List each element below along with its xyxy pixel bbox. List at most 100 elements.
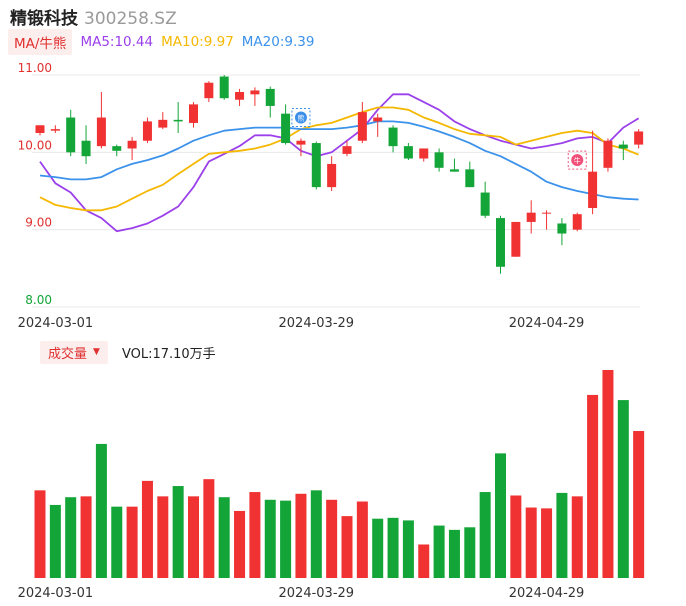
candle-body <box>557 223 567 234</box>
volume-bar <box>141 480 153 578</box>
candle <box>373 113 383 137</box>
candle <box>219 75 229 100</box>
y-tick-label: 10.00 <box>18 138 52 152</box>
candle <box>634 129 644 149</box>
candle <box>311 141 321 190</box>
candle <box>603 138 613 172</box>
candle-body <box>158 119 168 128</box>
volume-bar <box>356 501 368 578</box>
volume-bar <box>525 507 537 578</box>
candle <box>342 140 352 157</box>
candle-body <box>204 82 214 99</box>
candle-body <box>480 192 490 216</box>
candle <box>127 136 137 161</box>
volume-bar <box>264 499 276 578</box>
candle <box>173 102 183 133</box>
x-tick-label: 2024-03-01 <box>18 316 94 331</box>
candle <box>142 117 152 144</box>
signal-markers: 熊牛 <box>291 108 587 170</box>
candle-body <box>342 146 352 154</box>
volume-bar <box>341 516 353 578</box>
candle-body <box>250 90 260 95</box>
volume-bar <box>80 496 92 578</box>
candle-body <box>603 140 613 168</box>
candle-body <box>50 129 60 131</box>
volume-bar <box>111 506 123 578</box>
volume-bar <box>387 517 399 578</box>
candle <box>235 88 245 106</box>
candle <box>511 221 521 257</box>
x-tick-label: 2024-04-29 <box>509 586 585 601</box>
volume-value: VOL:17.10万手 <box>121 346 216 362</box>
candle <box>158 112 168 130</box>
candle <box>465 161 475 188</box>
marker-label: 牛 <box>574 156 581 165</box>
candle <box>327 156 337 191</box>
candle-body <box>127 140 137 149</box>
volume-bar <box>617 400 629 578</box>
volume-bar <box>587 394 599 578</box>
y-tick-label: 9.00 <box>25 216 52 230</box>
ma-line-ma20 <box>39 120 639 201</box>
ma-line-ma10 <box>39 106 639 212</box>
candle-body <box>511 221 521 257</box>
volume-bar <box>295 493 307 578</box>
volume-bar <box>418 544 430 578</box>
candle-body <box>465 169 475 188</box>
volume-bar <box>541 508 553 578</box>
volume-bar <box>172 486 184 578</box>
volume-bar <box>602 370 614 578</box>
volume-bar <box>495 453 506 578</box>
volume-date-axis: 2024-03-01 2024-03-29 2024-04-29 <box>18 586 585 601</box>
ma-indicator-selector[interactable]: MA/牛熊 <box>8 29 73 55</box>
candle <box>81 125 91 164</box>
candle-body <box>572 214 582 230</box>
marker-dot <box>571 154 584 167</box>
candle <box>296 138 306 157</box>
candle <box>204 81 214 103</box>
volume-series <box>34 370 645 578</box>
candle-body <box>526 212 536 222</box>
stock-header: 精锻科技 300258.SZ <box>10 4 177 29</box>
candlestick-series <box>35 75 644 274</box>
volume-bar <box>372 518 384 578</box>
marker-frame <box>567 150 587 170</box>
candle-body <box>357 112 367 141</box>
volume-indicator-selector[interactable]: 成交量 ▼ <box>40 340 108 364</box>
y-tick-label: 11.00 <box>18 61 52 75</box>
candle-body <box>296 140 306 145</box>
volume-bar <box>402 520 414 578</box>
moving-average-lines <box>39 93 640 233</box>
stock-code: 300258.SZ <box>84 9 177 29</box>
volume-bar <box>633 431 645 578</box>
volume-bar <box>510 495 522 578</box>
y-tick-label: 8.00 <box>25 293 52 307</box>
x-tick-label: 2024-03-29 <box>279 586 355 601</box>
volume-bar <box>280 500 292 578</box>
marker-label: 熊 <box>297 114 304 123</box>
volume-bar <box>326 499 338 578</box>
volume-bar <box>49 504 61 578</box>
candle <box>496 215 505 274</box>
ma-legend: MA/牛熊 MA5:10.44 MA10:9.97 MA20:9.39 <box>8 29 314 55</box>
candle <box>526 200 536 234</box>
volume-bar <box>95 443 107 578</box>
candle-body <box>173 119 183 122</box>
candle-body <box>35 125 45 133</box>
candle <box>112 144 122 157</box>
volume-bar <box>433 525 445 578</box>
candle-body <box>265 88 275 106</box>
candle-body <box>588 171 598 209</box>
volume-bar <box>479 492 491 578</box>
ma-line-ma5 <box>39 93 640 233</box>
price-grid <box>32 74 640 308</box>
volume-bar <box>65 497 77 578</box>
candle-body <box>66 117 76 153</box>
candle <box>265 86 275 118</box>
candle-body <box>434 152 444 168</box>
volume-bar <box>571 496 583 578</box>
candle <box>281 104 291 145</box>
candle <box>419 148 429 162</box>
volume-legend: 成交量 ▼ VOL:17.10万手 <box>40 340 216 364</box>
